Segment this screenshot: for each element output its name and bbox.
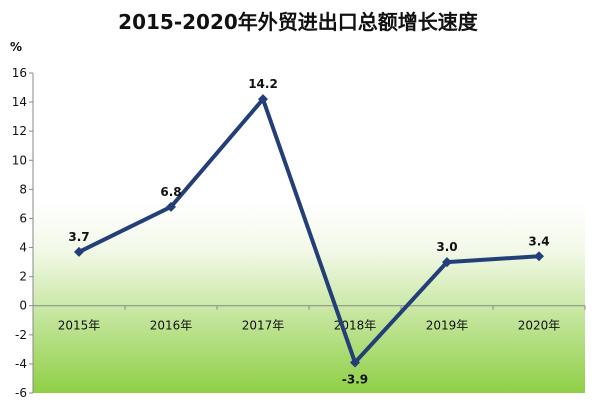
- y-tick-label: 10: [12, 153, 27, 167]
- data-point-marker: [74, 246, 84, 257]
- data-point-marker: [258, 94, 268, 105]
- data-point-marker: [534, 251, 544, 262]
- y-tick-label: 6: [19, 211, 27, 225]
- data-point-marker: [350, 357, 360, 368]
- x-category-label: 2019年: [426, 319, 469, 333]
- series-line: [77, 97, 541, 365]
- data-label: 3.7: [68, 230, 89, 244]
- data-label: 14.2: [248, 77, 278, 91]
- y-tick-label: 16: [12, 66, 27, 80]
- y-tick-label: 0: [19, 299, 27, 313]
- y-tick-label: -2: [15, 328, 27, 342]
- chart-title: 2015-2020年外贸进出口总额增长速度: [118, 10, 479, 34]
- y-tick-label: 14: [12, 95, 27, 109]
- data-point-layer: [74, 94, 544, 368]
- y-axis-unit-label: %: [10, 40, 22, 54]
- data-label: 6.8: [160, 185, 181, 199]
- data-point-marker: [166, 201, 176, 212]
- x-category-label: 2016年: [150, 319, 193, 333]
- data-label-layer: 3.7 6.8 14.2 -3.9 3.0 3.4: [68, 77, 549, 386]
- data-point-marker: [442, 257, 452, 268]
- data-label: 3.0: [436, 240, 457, 254]
- data-label: 3.4: [528, 234, 549, 248]
- x-category-label: 2020年: [518, 319, 561, 333]
- y-tick-label: -4: [15, 357, 27, 371]
- y-tick-label: 2: [19, 270, 27, 284]
- y-tick-label: 8: [19, 182, 27, 196]
- series-line-layer: [77, 97, 541, 365]
- x-category-label: 2017年: [242, 319, 285, 333]
- data-label: -3.9: [342, 372, 368, 386]
- y-tick-label: 12: [12, 124, 27, 138]
- x-category-label: 2015年: [58, 319, 101, 333]
- y-tick-label: 4: [19, 241, 27, 255]
- y-tick-label: -6: [15, 386, 27, 400]
